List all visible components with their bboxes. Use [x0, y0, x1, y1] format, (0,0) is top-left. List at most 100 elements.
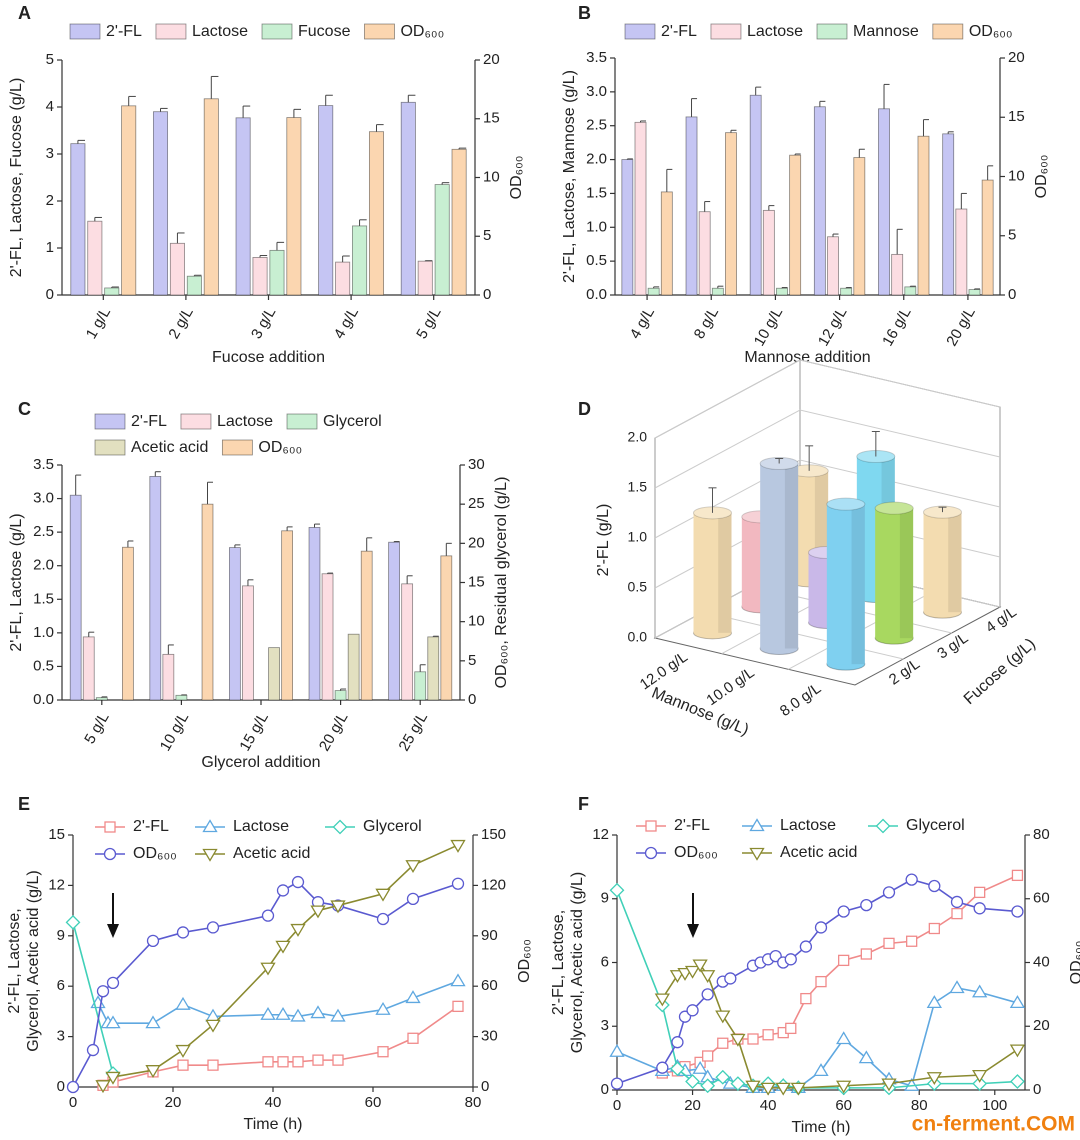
tick-label: 20	[165, 1094, 182, 1111]
error-bar	[325, 94, 333, 106]
bar	[252, 256, 268, 296]
error-bar	[973, 288, 981, 290]
panel-label: A	[18, 3, 31, 23]
bar	[281, 530, 293, 701]
tick-label: 2.0	[33, 557, 54, 574]
bar	[434, 184, 450, 296]
bar	[647, 287, 660, 296]
point	[292, 1056, 304, 1068]
legend-swatch	[221, 439, 253, 456]
bar	[917, 135, 930, 296]
point	[950, 895, 964, 909]
point	[176, 926, 190, 939]
error-bar	[794, 153, 801, 156]
tick-label: 3.5	[586, 49, 607, 66]
error-bar	[845, 287, 852, 289]
bar	[685, 116, 698, 296]
legend-label: Fucose	[298, 23, 351, 40]
point	[262, 1056, 274, 1068]
point	[330, 1008, 346, 1022]
point	[205, 1019, 221, 1033]
bar	[955, 208, 968, 296]
point	[1009, 995, 1026, 1009]
tick-label: 3	[46, 145, 54, 162]
cylinder-shade	[784, 463, 799, 649]
bar	[201, 503, 214, 701]
legend-swatch	[94, 439, 126, 456]
tick-label: 60	[835, 1097, 852, 1114]
legend-swatch	[261, 23, 293, 40]
bar	[149, 476, 162, 701]
point	[260, 962, 276, 976]
legend-label: OD₆₀₀	[400, 23, 444, 40]
y2-axis-title: OD₆₀₀	[516, 939, 533, 983]
legend-marker	[749, 818, 765, 832]
point	[730, 1076, 746, 1092]
error-bar	[730, 129, 737, 133]
point	[275, 1006, 291, 1020]
bar	[789, 154, 802, 296]
point	[375, 1001, 391, 1015]
tick-label: 30	[481, 1028, 498, 1045]
bar	[440, 555, 453, 701]
bar	[840, 287, 853, 296]
tick-label: 20	[684, 1097, 701, 1114]
point	[1010, 1074, 1025, 1089]
error-bar	[445, 542, 452, 556]
z-tick-label: 1.0	[628, 529, 648, 545]
error-bar	[458, 147, 467, 150]
point	[1009, 1044, 1026, 1058]
tick-label: 2.0	[586, 151, 607, 168]
bar	[660, 191, 673, 296]
tick-label: 5	[483, 227, 491, 244]
legend-label: 2'-FL	[106, 23, 142, 40]
error-bar	[313, 523, 320, 528]
point	[276, 884, 290, 897]
point	[405, 990, 421, 1004]
point	[1011, 869, 1024, 882]
panel-label: C	[18, 399, 31, 419]
point	[724, 972, 737, 985]
point	[684, 965, 701, 979]
tick-label: 3.0	[586, 83, 607, 100]
point	[206, 921, 220, 934]
tick-label: 3.0	[33, 490, 54, 507]
point	[207, 1059, 219, 1071]
bar	[451, 148, 467, 296]
legend-label: Lactose	[233, 818, 289, 835]
x-axis-title: Mannose addition	[744, 349, 870, 366]
z-tick-label: 1.5	[628, 479, 648, 495]
tick-label: 1.5	[33, 590, 54, 607]
y2-axis-title: OD₆₀₀, Residual glycerol (g/L)	[493, 477, 510, 689]
point	[450, 839, 466, 853]
bar	[268, 647, 280, 701]
tick-label: 80	[465, 1094, 482, 1111]
point	[972, 1069, 988, 1083]
point	[785, 1022, 797, 1035]
point	[452, 1000, 464, 1013]
tick-label: 2	[46, 192, 54, 209]
tick-label: 0.5	[33, 657, 54, 674]
point	[376, 912, 390, 926]
point	[260, 1006, 276, 1020]
point	[332, 1054, 344, 1066]
point	[145, 1065, 161, 1078]
point	[275, 940, 291, 954]
point	[146, 934, 160, 947]
bar	[286, 117, 302, 296]
tick-label: 60	[481, 977, 498, 994]
error-bar	[883, 83, 890, 109]
error-bar	[327, 572, 334, 574]
y-axis-title: 2'-FL, Lactose,	[550, 910, 567, 1015]
point	[407, 1032, 419, 1044]
point	[670, 1061, 685, 1077]
point	[949, 980, 965, 994]
legend-marker	[644, 846, 658, 860]
bar	[891, 253, 904, 296]
point	[800, 992, 812, 1005]
bar	[776, 287, 788, 296]
z-tick-label: 0.0	[628, 629, 648, 645]
legend-marker	[103, 847, 117, 861]
series-line	[72, 922, 114, 1074]
